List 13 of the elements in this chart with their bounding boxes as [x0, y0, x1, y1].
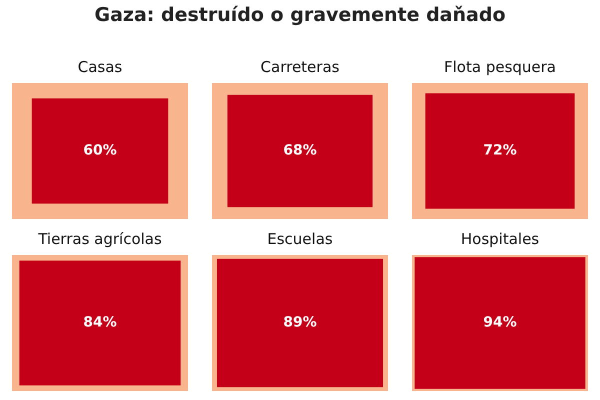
category-label: Flota pesquera: [443, 57, 557, 78]
category-label: Hospitales: [460, 229, 540, 250]
text: Gaza: destruído o gravemente daňado: [93, 4, 506, 26]
category-label: Tierras agrícolas: [37, 229, 163, 250]
data-label: 84%: [83, 314, 117, 331]
data-label: 94%: [483, 314, 517, 331]
category-label: Casas: [76, 57, 124, 78]
category-label: Escuelas: [266, 229, 334, 250]
data-label: 60%: [83, 142, 117, 159]
data-label: 68%: [283, 142, 317, 159]
data-label: 72%: [483, 142, 517, 159]
category-label: Carreteras: [260, 57, 340, 78]
data-label: 89%: [283, 314, 317, 331]
